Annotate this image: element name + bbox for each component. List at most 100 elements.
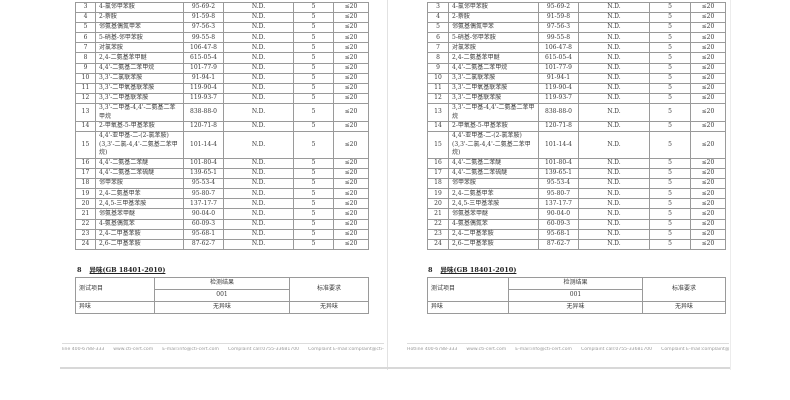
cell-limit: ≤20 (690, 198, 726, 210)
table-row: 21 邻氨基苯甲醚 90-04-0 N.D. 5 ≤20 (427, 208, 726, 220)
cell-no: 14 (75, 121, 96, 133)
cell-limit: ≤20 (690, 52, 726, 64)
cell-result: N.D. (578, 92, 650, 104)
cell-result: N.D. (223, 92, 294, 104)
cell-result: N.D. (578, 198, 650, 210)
cell-lod: 5 (293, 198, 334, 210)
cell-no: 11 (75, 82, 96, 94)
cell-no: 19 (427, 188, 449, 200)
section-heading: 8 异味(GB 18401-2010) (428, 264, 516, 274)
cell-cas: 95-69-2 (538, 1, 579, 14)
cell-cas: 99-55-8 (183, 32, 224, 44)
header-requirement: 标准要求 (642, 277, 726, 302)
cell-limit: ≤20 (333, 121, 369, 133)
cell-no: 10 (427, 72, 449, 84)
cell-no: 18 (427, 178, 449, 190)
cell-no: 4 (427, 12, 449, 24)
table-row: 6 5-硝基-邻甲苯胺 99-55-8 N.D. 5 ≤20 (427, 32, 726, 44)
cell-lod: 5 (293, 238, 334, 250)
cell-no: 23 (427, 228, 449, 240)
cell-result: N.D. (578, 1, 650, 14)
cell-no: 5 (75, 22, 96, 34)
cell-result: N.D. (578, 52, 650, 64)
cell-name: 邻甲苯胺 (448, 178, 539, 190)
cell-cas: 101-80-4 (183, 157, 224, 170)
cell-cas: 106-47-8 (183, 42, 224, 54)
cell-result: N.D. (223, 157, 294, 170)
table-row: 3 4-氯邻甲苯胺 95-69-2 N.D. 5 ≤20 (427, 1, 726, 14)
cell-no: 14 (427, 121, 449, 133)
cell-result: N.D. (223, 121, 294, 133)
cell-cas: 101-80-4 (538, 157, 579, 170)
table-row: 15 4,4'-亚甲基-二-(2-氯苯胺)(3,3'-二氯-4,4'-二氨基二苯甲… (427, 131, 726, 159)
table-row: 23 2,4-二甲基苯胺 95-68-1 N.D. 5 ≤20 (427, 228, 726, 240)
cell-name: 4,4'-二氨基二苯甲烷 (95, 62, 184, 74)
cell-name: 对氯苯胺 (448, 42, 539, 54)
cell-limit: ≤20 (690, 178, 726, 190)
cell-limit: ≤20 (333, 168, 369, 180)
cell-limit: ≤20 (333, 198, 369, 210)
cell-limit: ≤20 (690, 82, 726, 94)
cell-cas: 60-09-3 (183, 218, 224, 230)
footer-contact: Complaint call:0755-33681700 (227, 347, 300, 352)
table-row: 3 4-氯邻甲苯胺 95-69-2 N.D. 5 ≤20 (75, 1, 369, 14)
table-row: 23 2,4-二甲基苯胺 95-68-1 N.D. 5 ≤20 (75, 228, 369, 240)
cell-result: N.D. (578, 12, 650, 24)
cell-cas: 91-59-8 (538, 12, 579, 24)
table-row: 5 邻氨基偶氮甲苯 97-56-3 N.D. 5 ≤20 (427, 22, 726, 34)
table-row: 12 3,3'-二甲基联苯胺 119-93-7 N.D. 5 ≤20 (75, 92, 369, 104)
table-row: 15 4,4'-亚甲基-二-(2-氯苯胺)(3,3'-二氯-4,4'-二氨基二苯甲… (75, 131, 369, 159)
cell-cas: 101-77-9 (538, 62, 579, 74)
page-footer: line 400-6788-333 www.cti-cert.com E-mail:… (62, 347, 384, 352)
cell-result: N.D. (578, 42, 650, 54)
cell-cas: 106-47-8 (538, 42, 579, 54)
cell-no: 17 (427, 168, 449, 180)
cell-name: 2-甲氧基-5-甲基苯胺 (448, 121, 539, 133)
cell-result: N.D. (578, 131, 650, 159)
cell-cas: 99-55-8 (538, 32, 579, 44)
cell-limit: ≤20 (690, 238, 726, 250)
table-header-row: 测试项目 检测结果 标准要求 (75, 277, 369, 302)
cell-cas: 91-94-1 (183, 72, 224, 84)
cell-name: 2-萘胺 (448, 12, 539, 24)
table-row: 10 3,3'-二氯联苯胺 91-94-1 N.D. 5 ≤20 (427, 72, 726, 84)
cell-cas: 120-71-8 (183, 121, 224, 133)
cell-cas: 101-14-4 (183, 131, 224, 159)
cell-lod: 5 (293, 62, 334, 74)
footer-contact: www.cti-cert.com (466, 347, 507, 352)
cell-cas: 87-62-7 (538, 238, 579, 250)
cell-result: N.D. (223, 1, 294, 14)
cell-limit: ≤20 (333, 131, 369, 159)
cell-name: 4,4'-二氨基二苯醚 (95, 157, 184, 170)
cell-name: 3,3'-二甲氧基联苯胺 (448, 82, 539, 94)
cell-no: 7 (75, 42, 96, 54)
cell-result: N.D. (223, 198, 294, 210)
cell-name: 对氯苯胺 (95, 42, 184, 54)
cell-limit: ≤20 (690, 168, 726, 180)
page-bottom-edge (390, 367, 730, 369)
table-row: 4 2-萘胺 91-59-8 N.D. 5 ≤20 (427, 12, 726, 24)
cell-lod: 5 (649, 92, 691, 104)
cell-name: 3,3'-二甲基联苯胺 (448, 92, 539, 104)
cell-lod: 5 (293, 102, 334, 123)
cell-no: 8 (75, 52, 96, 64)
cell-lod: 5 (293, 218, 334, 230)
table-row: 17 4,4'-二氨基二苯硫醚 139-65-1 N.D. 5 ≤20 (427, 168, 726, 180)
cell-lod: 5 (293, 22, 334, 34)
cell-limit: ≤20 (690, 228, 726, 240)
cell-lod: 5 (293, 82, 334, 94)
cell-no: 22 (427, 218, 449, 230)
table-row: 9 4,4'-二氨基二苯甲烷 101-77-9 N.D. 5 ≤20 (75, 62, 369, 74)
cell-limit: ≤20 (333, 178, 369, 190)
cell-no: 15 (75, 131, 96, 159)
cell-result: N.D. (578, 168, 650, 180)
cell-limit: ≤20 (333, 238, 369, 250)
cell-no: 24 (427, 238, 449, 250)
cell-name: 3,3'-二甲氧基联苯胺 (95, 82, 184, 94)
table-row: 13 3,3'-二甲基-4,4'-二氨基二苯甲烷 838-88-0 N.D. 5 ≤20 (427, 102, 726, 123)
cell-no: 11 (427, 82, 449, 94)
cell-limit: ≤20 (690, 72, 726, 84)
cell-limit: ≤20 (690, 102, 726, 123)
header-test-result: 检测结果 (154, 277, 290, 290)
cell-no: 6 (427, 32, 449, 44)
